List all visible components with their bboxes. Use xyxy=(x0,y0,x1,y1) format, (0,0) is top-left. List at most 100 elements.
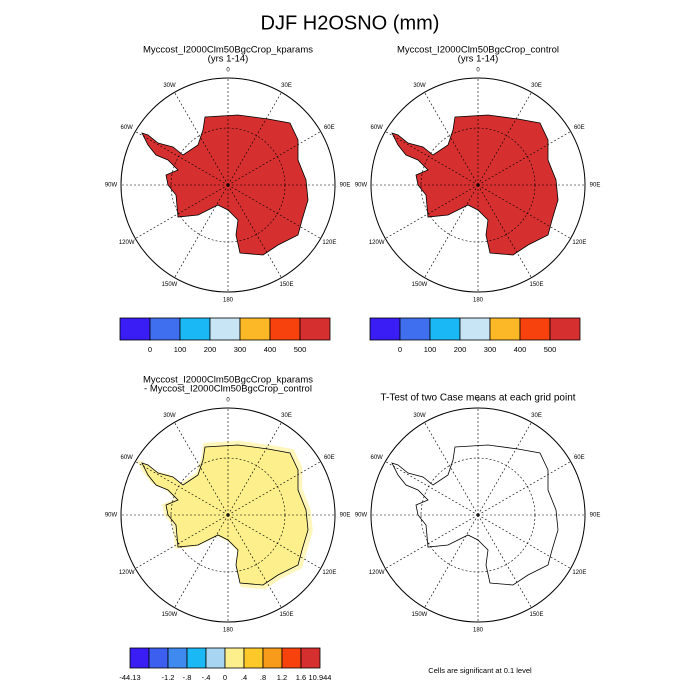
colorbar: 0 100 200 300 400 500 xyxy=(369,317,581,354)
meridian xyxy=(477,514,532,608)
colorbar-label: 200 xyxy=(454,345,467,354)
colorbar: -44.13 -1.2 -.8 -.4 0 .4 .8 1.2 1.6 10.944 xyxy=(119,647,332,682)
panel-title: Myccost_I2000Clm50BgcCrop_kparams xyxy=(143,45,313,56)
meridian xyxy=(174,92,229,186)
panel-title: (yrs 1-14) xyxy=(208,54,249,65)
meridian xyxy=(385,131,479,186)
colorbar-box xyxy=(167,647,188,669)
longitude-label: 150E xyxy=(279,612,293,618)
meridian xyxy=(227,131,321,186)
colorbar-box xyxy=(429,317,461,341)
colorbar-label: 300 xyxy=(234,345,247,354)
longitude-label: 120E xyxy=(572,570,586,576)
colorbar-label: 400 xyxy=(514,345,527,354)
colorbar-box xyxy=(243,647,264,669)
longitude-label: 60W xyxy=(121,455,134,461)
colorbar-box xyxy=(239,317,271,341)
longitude-label: 90E xyxy=(340,513,351,519)
colorbar-box xyxy=(129,647,150,669)
map-panel: Myccost_I2000Clm50BgcCrop_kparams- Mycco… xyxy=(105,375,351,634)
colorbar-box xyxy=(179,317,211,341)
meridian xyxy=(424,184,479,278)
longitude-label: 90E xyxy=(340,183,351,189)
meridian xyxy=(227,514,321,569)
longitude-label: 30E xyxy=(531,83,542,89)
figure-title: DJF H2OSNO (mm) xyxy=(261,12,440,34)
longitude-label: 0 xyxy=(226,398,230,404)
colorbar-box xyxy=(399,317,431,341)
panel-title: Myccost_I2000Clm50BgcCrop_kparams xyxy=(143,375,313,386)
longitude-label: 150W xyxy=(162,612,178,618)
colorbar-box xyxy=(148,647,169,669)
meridian xyxy=(477,422,532,516)
map-border xyxy=(370,77,586,293)
longitude-label: 60W xyxy=(121,125,134,131)
colorbar-box xyxy=(369,317,401,341)
longitude-label: 120E xyxy=(572,240,586,246)
colorbar-box xyxy=(205,647,226,669)
colorbar-box xyxy=(281,647,302,669)
colorbar-box xyxy=(269,317,301,341)
colorbar-box xyxy=(489,317,521,341)
map-panel: T-Test of two Case means at each grid po… xyxy=(355,393,601,634)
meridian xyxy=(424,514,479,608)
longitude-label: 30W xyxy=(413,83,426,89)
longitude-label: 0 xyxy=(476,398,480,404)
meridian xyxy=(477,92,532,186)
antarctica xyxy=(391,444,559,586)
meridian xyxy=(477,514,571,569)
colorbar-box xyxy=(186,647,207,669)
longitude-label: 30E xyxy=(531,413,542,419)
meridian xyxy=(135,514,229,569)
longitude-label: 120E xyxy=(322,240,336,246)
colorbar-label: 500 xyxy=(294,345,307,354)
colorbar-label: -1.2 xyxy=(162,673,175,682)
colorbar-label: -.8 xyxy=(183,673,192,682)
longitude-label: 90E xyxy=(590,183,601,189)
longitude-label: 30W xyxy=(163,83,176,89)
antarctica xyxy=(141,114,309,256)
footnote: Cells are significant at 0.1 level xyxy=(428,666,532,675)
colorbar-label: .4 xyxy=(241,673,247,682)
meridian xyxy=(174,422,229,516)
colorbar-label: 0 xyxy=(398,345,402,354)
colorbar: 0 100 200 300 400 500 xyxy=(119,317,331,354)
colorbar-label: 100 xyxy=(174,345,187,354)
colorbar-label: 500 xyxy=(544,345,557,354)
meridian xyxy=(477,461,571,516)
colorbar-label: 400 xyxy=(264,345,277,354)
longitude-label: 90W xyxy=(355,183,368,189)
longitude-label: 180 xyxy=(473,298,484,304)
colorbar-box xyxy=(209,317,241,341)
colorbar-label: 10.944 xyxy=(309,673,332,682)
meridian xyxy=(385,461,479,516)
panel-title: Myccost_I2000Clm50BgcCrop_control xyxy=(397,45,559,56)
panel-title: T-Test of two Case means at each grid po… xyxy=(380,393,575,404)
map-panel: Myccost_I2000Clm50BgcCrop_control(yrs 1-… xyxy=(355,45,601,304)
longitude-label: 30W xyxy=(413,413,426,419)
longitude-label: 180 xyxy=(473,628,484,634)
longitude-label: 180 xyxy=(223,298,234,304)
colorbar-box xyxy=(549,317,581,341)
meridian xyxy=(385,514,479,569)
map-border xyxy=(370,407,586,623)
colorbar-label: 300 xyxy=(484,345,497,354)
longitude-label: 120W xyxy=(369,570,385,576)
longitude-label: 180 xyxy=(223,628,234,634)
longitude-label: 60E xyxy=(574,125,585,131)
longitude-label: 60E xyxy=(324,125,335,131)
meridian xyxy=(385,184,479,239)
meridian xyxy=(424,92,479,186)
colorbar-label: 1.6 xyxy=(296,673,306,682)
meridian xyxy=(174,184,229,278)
meridian xyxy=(227,461,321,516)
longitude-label: 90W xyxy=(355,513,368,519)
longitude-label: 30E xyxy=(281,413,292,419)
meridian xyxy=(227,92,282,186)
longitude-label: 150W xyxy=(162,282,178,288)
longitude-label: 150W xyxy=(412,282,428,288)
map-border xyxy=(120,407,336,623)
map-panel: Myccost_I2000Clm50BgcCrop_kparams(yrs 1-… xyxy=(105,45,351,304)
longitude-label: 60E xyxy=(324,455,335,461)
